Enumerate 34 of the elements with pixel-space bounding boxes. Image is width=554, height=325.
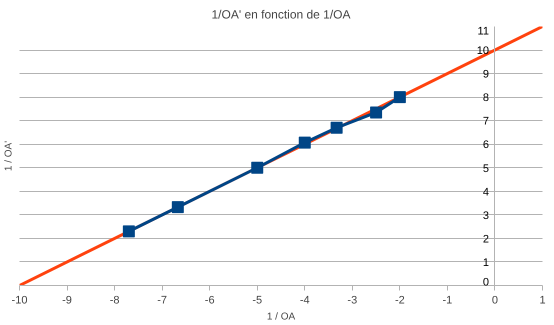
x-tick-label: 1 <box>539 294 546 306</box>
x-tick-label: -9 <box>62 294 72 306</box>
y-tick-label: 2 <box>482 233 489 246</box>
x-tick-label: -5 <box>252 294 262 306</box>
y-axis-title: 1 / OA' <box>4 140 14 172</box>
y-tick-label: 0 <box>482 276 489 288</box>
x-tick-label: 0 <box>492 294 498 306</box>
y-tick-label: 3 <box>482 210 489 222</box>
x-tick-label: -4 <box>300 294 310 306</box>
chart-title: 1/OA' en fonction de 1/OA <box>211 8 351 22</box>
point <box>370 106 382 118</box>
point <box>330 122 343 134</box>
x-tick-label: -7 <box>157 294 168 306</box>
y-tick-label: 7 <box>482 116 489 128</box>
y-tick-label: 5 <box>482 162 489 175</box>
x-axis-title: 1 / OA <box>266 312 296 322</box>
point <box>172 201 184 214</box>
y-tick-label: 11 <box>478 26 489 38</box>
y-tick-label: 6 <box>482 139 489 152</box>
y-tick-label: 8 <box>482 92 489 104</box>
y-tick-label: 10 <box>476 45 489 58</box>
x-tick-label: -2 <box>394 294 405 306</box>
point <box>394 91 406 104</box>
point <box>298 136 311 149</box>
x-tick-label: -8 <box>110 294 120 306</box>
y-tick-label: 9 <box>482 68 489 81</box>
x-tick-label: -6 <box>204 294 215 306</box>
point <box>251 162 264 174</box>
x-tick-label: -10 <box>12 294 28 306</box>
x-tick-label: -3 <box>347 294 358 306</box>
x-tick-label: -1 <box>442 294 452 306</box>
y-tick-label: 4 <box>482 186 489 198</box>
point <box>122 225 135 238</box>
y-tick-label: 1 <box>482 256 489 269</box>
